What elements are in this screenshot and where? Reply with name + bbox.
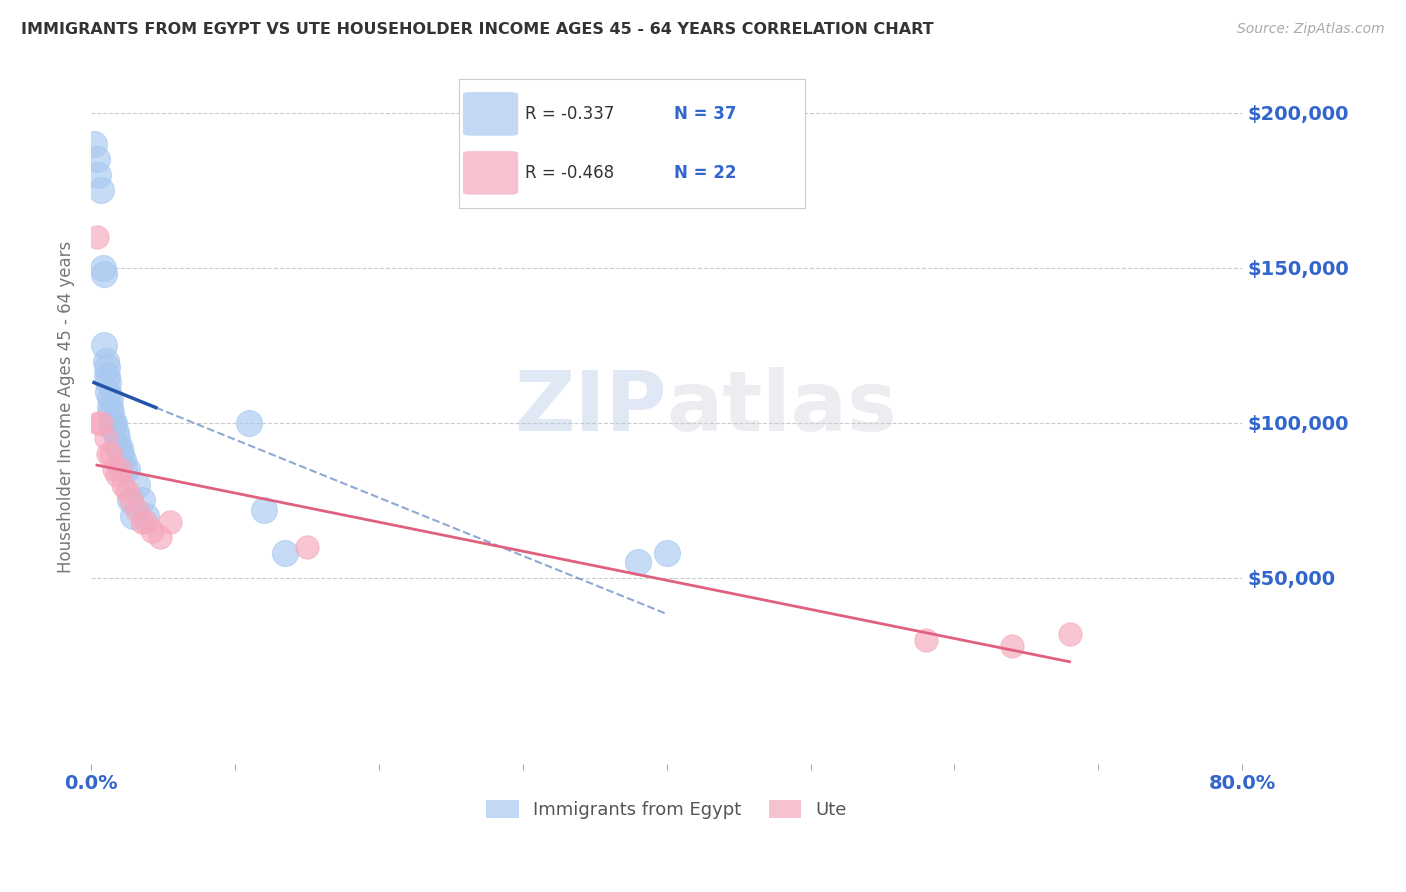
Point [103,416,125,430]
Point [97,384,120,399]
Point [105,468,128,483]
Point [1059,626,1081,640]
Point [98,401,121,415]
Point [110,447,132,461]
Point [87,168,110,182]
Point [122,508,145,523]
Point [83,136,105,151]
Point [100,416,122,430]
Point [295,540,318,554]
Point [107,441,129,455]
Point [115,483,138,498]
Text: IMMIGRANTS FROM EGYPT VS UTE HOUSEHOLDER INCOME AGES 45 - 64 YEARS CORRELATION C: IMMIGRANTS FROM EGYPT VS UTE HOUSEHOLDER… [21,22,934,37]
Point [135,515,157,529]
Point [115,462,138,476]
Point [253,502,276,516]
Point [627,555,650,569]
Point [135,508,157,523]
Point [101,416,124,430]
Text: ZIP: ZIP [515,367,666,448]
Point [93,267,115,281]
Point [101,422,124,436]
Point [100,447,122,461]
Point [105,431,128,445]
Point [131,493,153,508]
Point [238,416,260,430]
Text: Source: ZipAtlas.com: Source: ZipAtlas.com [1237,22,1385,37]
Point [86,152,108,166]
Point [111,477,134,491]
Point [141,524,163,539]
Point [108,462,131,476]
Point [159,515,181,529]
Point [914,632,936,647]
Point [120,493,142,508]
Text: atlas: atlas [666,367,897,448]
Point [118,493,141,508]
Point [149,531,172,545]
Point [98,391,121,405]
Point [97,447,120,461]
Point [97,376,120,390]
Point [112,462,135,476]
Point [87,416,110,430]
Point [655,546,678,560]
Point [103,462,125,476]
Point [131,515,153,529]
Point [108,441,131,455]
Point [111,453,134,467]
Legend: Immigrants from Egypt, Ute: Immigrants from Egypt, Ute [479,792,855,826]
Point [86,229,108,244]
Point [127,502,149,516]
Point [96,359,118,374]
Point [91,260,114,275]
Point [94,431,117,445]
Point [90,183,112,197]
Point [104,425,127,439]
Point [90,416,112,430]
Point [127,477,149,491]
Point [274,546,297,560]
Point [94,353,117,368]
Point [93,338,115,352]
Y-axis label: Householder Income Ages 45 - 64 years: Householder Income Ages 45 - 64 years [58,241,75,574]
Point [96,369,118,384]
Point [100,407,122,421]
Point [1001,639,1024,653]
